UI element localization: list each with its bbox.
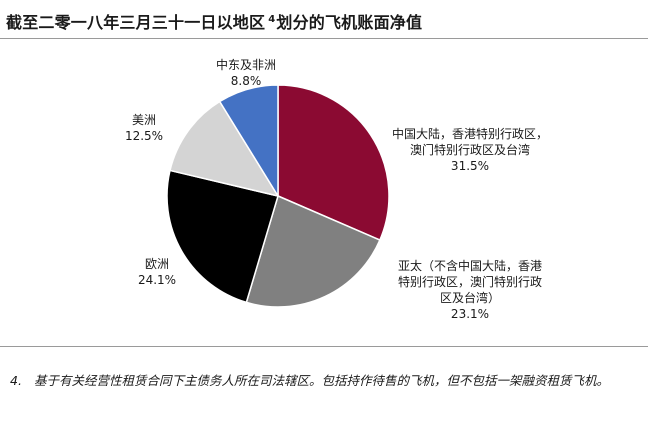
slice-label-4: 美洲 12.5%: [125, 112, 163, 144]
slice-value: 8.8%: [230, 74, 262, 88]
pie-slice-1: [277, 84, 390, 241]
chart-title: 截至二零一八年三月三十一日以地区 4划分的飞机账面净值: [6, 9, 422, 33]
slice-label-3: 欧洲 24.1%: [138, 256, 176, 288]
chart-title-tail: 划分的飞机账面净值: [276, 13, 423, 32]
slice-label-text: 中国大陆，香港特别行政区，: [391, 127, 549, 141]
slice-label-text: 欧洲: [144, 257, 169, 271]
pie-slice-3: [166, 169, 279, 304]
footnote-divider: [0, 346, 648, 347]
pie-slice-4: [169, 100, 279, 197]
slice-label-1: 中国大陆，香港特别行政区， 澳门特别行政区及台湾 31.5%: [392, 126, 548, 174]
slice-value: 23.1%: [450, 307, 490, 321]
slice-label-text: 特别行政区，澳门特别行政: [397, 275, 543, 289]
slice-value: 12.5%: [124, 129, 164, 143]
footnote-number: 4.: [10, 373, 22, 388]
footnote-reference: 4: [268, 13, 276, 25]
chart-title-main: 截至二零一八年三月三十一日以地区: [6, 13, 266, 32]
pie-chart: [166, 84, 390, 308]
slice-label-text: 区及台湾）: [439, 291, 501, 305]
slice-label-5: 中东及非洲 8.8%: [216, 57, 276, 89]
pie-slice-2: [245, 195, 381, 308]
slice-label-text: 中东及非洲: [215, 58, 277, 72]
footnote-text: 基于有关经营性租赁合同下主债务人所在司法辖区。包括持作待售的飞机，但不包括一架融…: [34, 373, 610, 388]
footnote: 4. 基于有关经营性租赁合同下主债务人所在司法辖区。包括持作待售的飞机，但不包括一…: [10, 371, 642, 391]
slice-value: 24.1%: [137, 273, 177, 287]
slice-label-text: 澳门特别行政区及台湾: [409, 143, 531, 157]
slice-label-text: 美洲: [131, 113, 156, 127]
pie-slice-5: [218, 84, 279, 197]
title-divider: [0, 38, 648, 39]
slice-label-text: 亚太（不含中国大陆，香港: [397, 259, 543, 273]
slice-label-2: 亚太（不含中国大陆，香港 特别行政区，澳门特别行政 区及台湾） 23.1%: [398, 258, 542, 322]
slice-value: 31.5%: [450, 159, 490, 173]
